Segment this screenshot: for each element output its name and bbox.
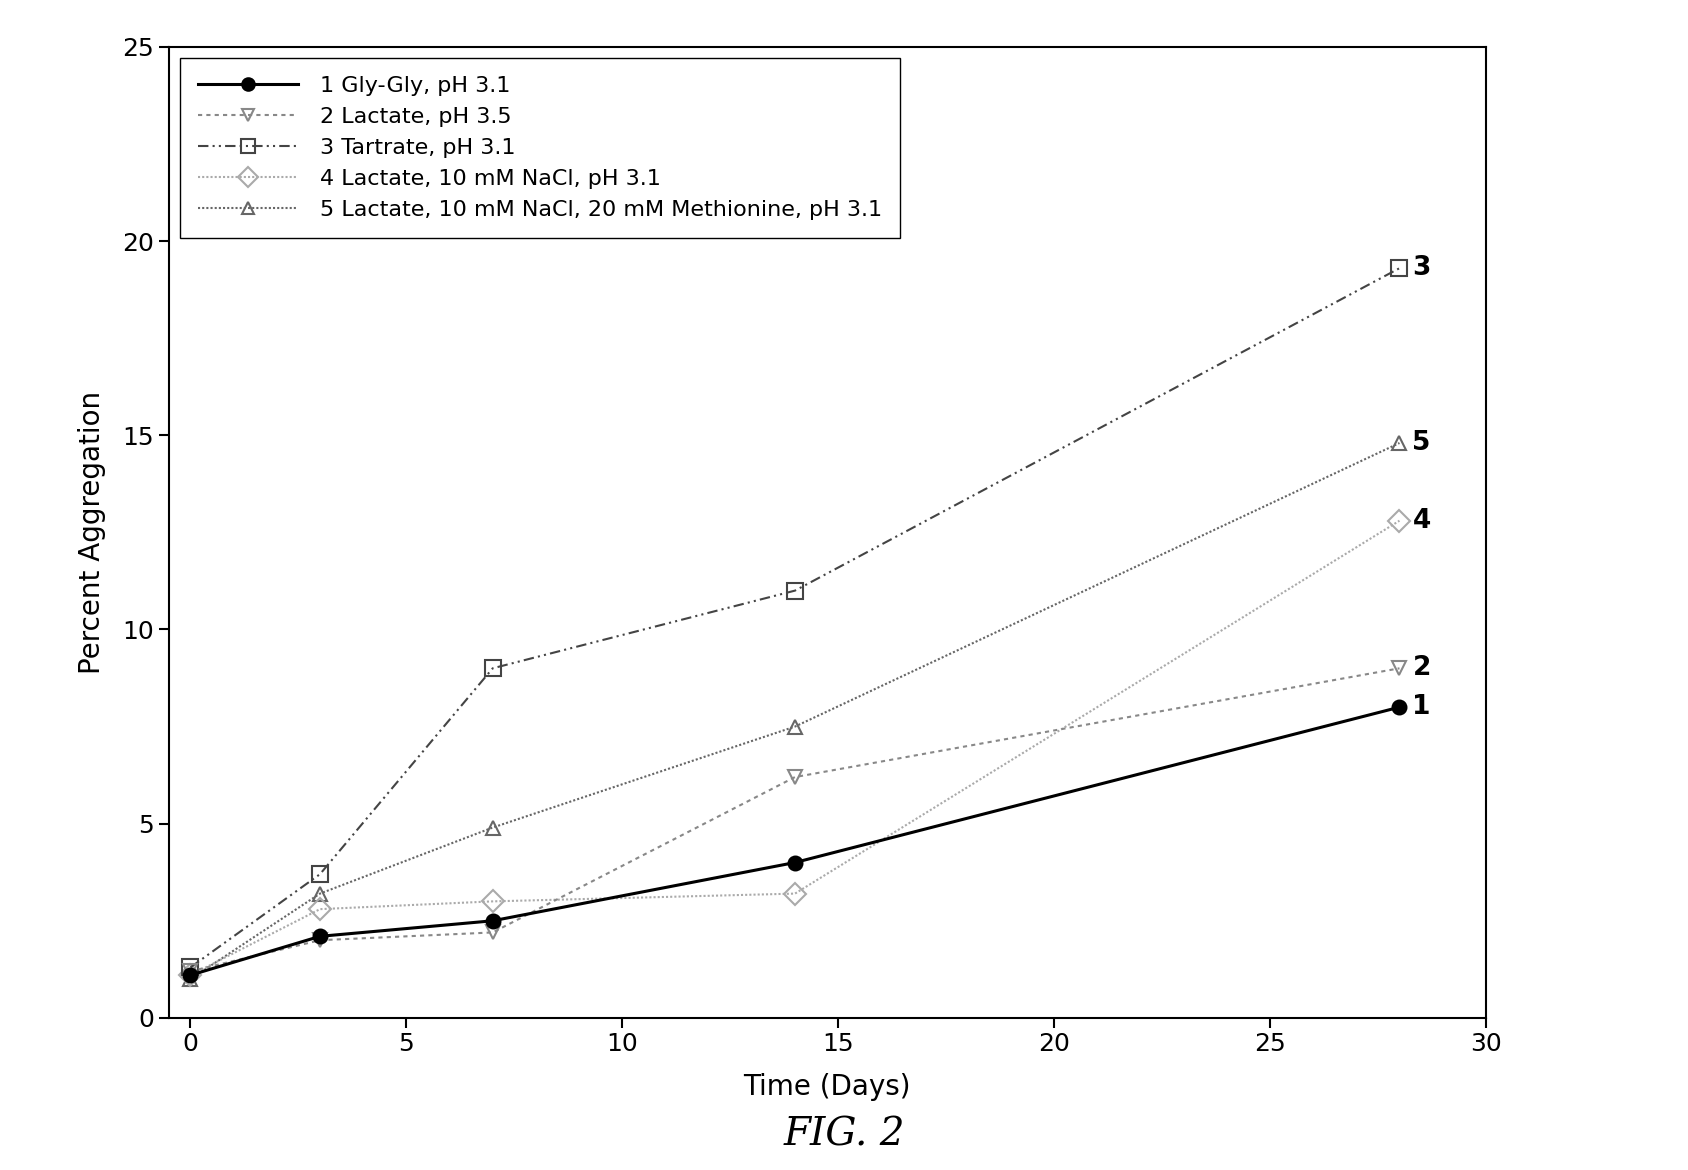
Text: 1: 1 [1413, 694, 1430, 721]
Legend: 1 Gly-Gly, pH 3.1, 2 Lactate, pH 3.5, 3 Tartrate, pH 3.1, 4 Lactate, 10 mM NaCl,: 1 Gly-Gly, pH 3.1, 2 Lactate, pH 3.5, 3 … [181, 57, 900, 238]
Text: 2: 2 [1413, 655, 1430, 681]
X-axis label: Time (Days): Time (Days) [743, 1073, 912, 1101]
Text: 5: 5 [1413, 431, 1430, 456]
Text: 3: 3 [1413, 255, 1430, 281]
Text: FIG. 2: FIG. 2 [783, 1116, 905, 1154]
Text: 4: 4 [1413, 508, 1430, 534]
Y-axis label: Percent Aggregation: Percent Aggregation [78, 391, 106, 674]
